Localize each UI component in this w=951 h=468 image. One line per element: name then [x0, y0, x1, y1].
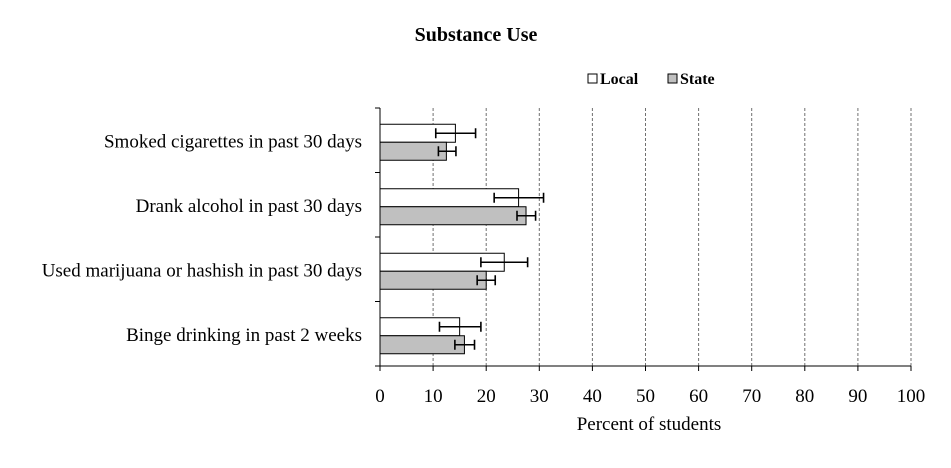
- legend-swatch-state: [667, 73, 678, 84]
- y-tick-label: Used marijuana or hashish in past 30 day…: [42, 260, 362, 281]
- legend-label-state: State: [680, 71, 715, 88]
- bar-state: [379, 206, 527, 226]
- x-tick-label: 60: [689, 386, 708, 407]
- x-tick-label: 40: [583, 386, 602, 407]
- legend: Local State: [587, 71, 715, 88]
- legend-label-local: Local: [600, 71, 639, 88]
- x-tick-label: 0: [375, 386, 385, 407]
- bar-state: [379, 335, 465, 355]
- x-tick-label: 80: [795, 386, 814, 407]
- x-tick-label: 100: [897, 386, 926, 407]
- y-tick-label: Smoked cigarettes in past 30 days: [104, 131, 362, 152]
- grid-layer: [432, 108, 912, 366]
- x-axis-label: Percent of students: [577, 414, 722, 435]
- bar-state: [379, 141, 447, 161]
- x-tick-label: 10: [424, 386, 443, 407]
- legend-swatch-local: [587, 73, 598, 84]
- axis-layer: Smoked cigarettes in past 30 days Drank a…: [42, 107, 926, 407]
- bar-state: [379, 270, 487, 290]
- chart-title: Substance Use: [415, 24, 538, 46]
- x-tick-label: 20: [477, 386, 496, 407]
- y-tick-label: Binge drinking in past 2 weeks: [126, 325, 362, 346]
- x-tick-label: 30: [530, 386, 549, 407]
- x-tick-label: 70: [742, 386, 761, 407]
- x-tick-label: 50: [636, 386, 655, 407]
- bars-layer: [379, 123, 545, 355]
- y-tick-label: Drank alcohol in past 30 days: [136, 196, 362, 217]
- x-tick-label: 90: [848, 386, 867, 407]
